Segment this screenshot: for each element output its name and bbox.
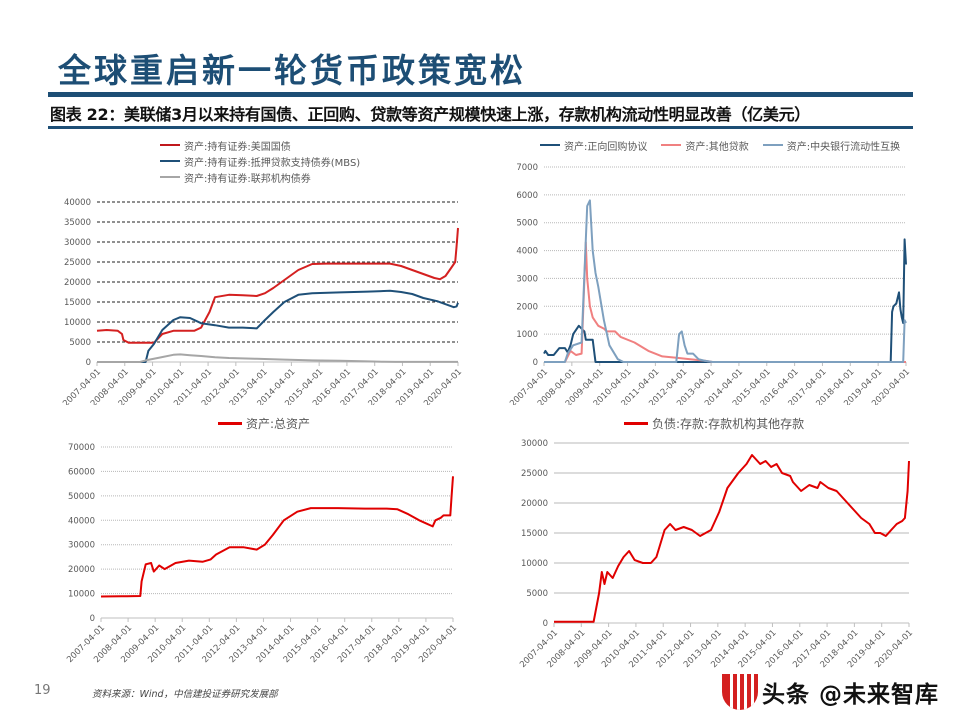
- page-number: 19: [34, 683, 51, 698]
- y-tick-label: 2000: [516, 302, 538, 312]
- chart-plot: 0100002000030000400005000060000700002007…: [65, 443, 459, 665]
- legend-swatch: [160, 160, 180, 162]
- y-tick-label: 60000: [68, 467, 95, 477]
- series-line: [97, 353, 458, 363]
- series-line: [100, 476, 454, 598]
- y-tick-label: 20000: [521, 499, 548, 509]
- chart-legend: 资产:总资产: [218, 415, 310, 431]
- legend-label: 资产:正向回购协议: [564, 141, 648, 153]
- series-line: [544, 241, 906, 363]
- figure-caption: 图表 22：美联储3月以来持有国债、正回购、贷款等资产规模快速上涨，存款机构流动…: [50, 105, 810, 124]
- y-tick-label: 20000: [64, 278, 91, 288]
- legend-swatch: [540, 144, 560, 146]
- y-tick-label: 10000: [68, 590, 95, 600]
- y-tick-label: 5000: [526, 589, 548, 599]
- legend-item-agency: 资产:持有证券:联邦机构债券: [160, 169, 360, 185]
- chart-depository-deposits: 负债:存款:存款机构其他存款 0 5000 10000 15000 20000 25000…: [500, 410, 930, 671]
- chart-total-assets: 资产:总资产 0 10000 20000 30000 40000 50000 60000 70…: [40, 410, 470, 670]
- y-tick-label: 30000: [68, 541, 95, 551]
- y-tick-label: 50000: [68, 492, 95, 502]
- y-tick-label: 10000: [521, 559, 548, 569]
- y-tick-label: 25000: [64, 258, 91, 268]
- title-divider: [48, 92, 913, 97]
- legend-label: 资产:持有证券:抵押贷款支持债券(MBS): [184, 157, 361, 169]
- chart-plot: 0500010000150002000025000300002007-04-01…: [518, 439, 915, 670]
- y-tick-label: 25000: [521, 469, 548, 479]
- y-tick-label: 30000: [521, 439, 548, 449]
- chart-plot: 0 5000 10000 15000 20000 25000 30000 35000 40000…: [61, 198, 464, 405]
- y-tick-label: 5000: [69, 338, 91, 348]
- y-tick-label: 10000: [64, 318, 91, 328]
- y-tick-label: 7000: [516, 163, 538, 173]
- y-tick-label: 20000: [68, 565, 95, 575]
- legend-label: 资产:持有证券:联邦机构债券: [184, 173, 311, 185]
- chart-legend: 负债:存款:存款机构其他存款: [624, 415, 804, 431]
- legend-label: 资产:中央银行流动性互换: [786, 141, 901, 153]
- legend-swatch: [160, 144, 180, 146]
- legend-swatch: [762, 144, 783, 146]
- y-tick-label: 30000: [64, 238, 91, 248]
- watermark-logo-icon: [722, 674, 758, 710]
- legend-swatch: [624, 421, 648, 425]
- legend-label: 负债:存款:存款机构其他存款: [652, 416, 805, 431]
- y-tick-label: 5000: [516, 219, 538, 229]
- legend-label: 资产:持有证券:美国国债: [184, 141, 291, 153]
- y-tick-label: 40000: [68, 516, 95, 526]
- chart-plot: 010002000300040005000600070002007-04-012…: [508, 163, 912, 405]
- y-tick-label: 0: [86, 358, 91, 368]
- legend-swatch: [218, 421, 242, 425]
- y-tick-label: 0: [533, 358, 538, 368]
- watermark: 头条 @未来智库: [722, 674, 939, 710]
- y-tick-label: 1000: [516, 330, 538, 340]
- page-title: 全球重启新一轮货币政策宽松: [58, 51, 526, 90]
- y-tick-label: 3000: [516, 274, 538, 284]
- y-tick-label: 15000: [521, 529, 548, 539]
- legend-label: 资产:总资产: [246, 416, 311, 431]
- y-tick-label: 0: [543, 619, 548, 629]
- chart-legend: 资产:持有证券:美国国债 资产:持有证券:抵押贷款支持债券(MBS) 资产:持有…: [160, 137, 360, 185]
- legend-item-swaps: 资产:中央银行流动性互换: [762, 137, 901, 153]
- legend-swatch: [661, 144, 682, 146]
- source-note: 资料来源：Wind，中信建投证券研究发展部: [92, 689, 278, 700]
- legend-item-total-assets: 资产:总资产: [218, 415, 310, 431]
- series-line: [544, 199, 907, 363]
- y-tick-label: 0: [90, 614, 95, 624]
- caption-divider: [48, 126, 913, 129]
- watermark-text: 头条 @未来智库: [762, 682, 940, 708]
- y-tick-label: 4000: [516, 247, 538, 257]
- y-tick-label: 35000: [64, 218, 91, 228]
- y-tick-label: 70000: [68, 443, 95, 453]
- y-tick-label: 40000: [64, 198, 91, 208]
- legend-label: 资产:其他贷款: [685, 141, 749, 153]
- legend-item-treasury: 资产:持有证券:美国国债: [160, 137, 360, 153]
- series-line: [96, 227, 459, 344]
- series-line: [97, 289, 459, 363]
- legend-item-mbs: 资产:持有证券:抵押贷款支持债券(MBS): [160, 153, 360, 169]
- legend-item-deposits: 负债:存款:存款机构其他存款: [624, 415, 804, 431]
- legend-swatch: [160, 176, 180, 178]
- chart-legend: 资产:正向回购协议 资产:其他贷款 资产:中央银行流动性互换: [540, 137, 900, 153]
- series-line: [543, 238, 907, 363]
- y-tick-label: 15000: [64, 298, 91, 308]
- legend-item-other-loans: 资产:其他贷款: [661, 137, 749, 153]
- chart-repo-loans-swaps: 资产:正向回购协议 资产:其他贷款 资产:中央银行流动性互换 0 1000 2000…: [490, 135, 930, 406]
- series-line: [554, 454, 910, 623]
- chart-securities-holdings: 资产:持有证券:美国国债 资产:持有证券:抵押贷款支持债券(MBS) 资产:持有…: [40, 135, 470, 406]
- legend-item-repo: 资产:正向回购协议: [540, 137, 647, 153]
- y-tick-label: 6000: [516, 191, 538, 201]
